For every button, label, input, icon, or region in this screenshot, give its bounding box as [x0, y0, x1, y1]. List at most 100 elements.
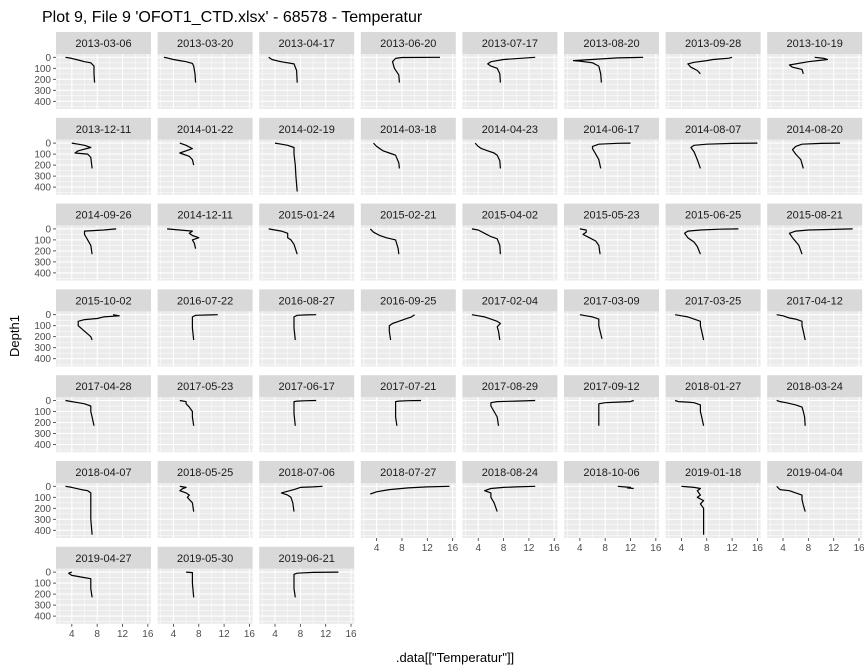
- facet-strip: [564, 117, 659, 140]
- panel-background: [564, 311, 659, 367]
- y-tick-label: 0: [45, 396, 51, 407]
- facet-strip-label: 2015-05-23: [583, 210, 639, 222]
- facet-panel: 2016-08-27: [259, 289, 355, 367]
- facet-strip: [462, 32, 558, 54]
- facet-panel: 2017-03-25: [665, 289, 761, 367]
- temperature-profile-line: [179, 399, 195, 426]
- facet-panel: 2019-01-18 4 8 12 16: [665, 461, 764, 554]
- y-tick-label: 200: [34, 590, 51, 601]
- facet-panel: 2017-07-21: [360, 375, 456, 453]
- temperature-profile-line: [591, 142, 631, 169]
- x-tick-label: 8: [704, 543, 710, 554]
- x-tick-label: 8: [501, 543, 507, 554]
- temperature-profile-line: [598, 399, 634, 426]
- facet-strip-label: 2014-01-22: [177, 124, 233, 136]
- facet-strip: [259, 203, 355, 226]
- facet-panel: 2014-08-07: [665, 117, 761, 195]
- facet-panel: 2013-06-20: [360, 32, 456, 109]
- temperature-profile-line: [791, 142, 841, 169]
- y-tick-label: 200: [34, 504, 51, 515]
- facet-panel: 2015-01-24: [259, 203, 355, 281]
- y-tick-label: 0: [45, 482, 51, 493]
- facet-strip-label: 2018-03-24: [787, 381, 843, 393]
- temperature-profile-line: [293, 571, 339, 598]
- temperature-profile-line: [484, 485, 536, 512]
- facet-strip: [157, 32, 253, 54]
- temperature-profile-line: [179, 485, 195, 512]
- facet-strip-label: 2017-09-12: [583, 381, 639, 393]
- x-tick-label: 4: [171, 629, 177, 640]
- temperature-profile-line: [474, 142, 501, 169]
- facet-panel: 2013-10-19: [767, 32, 863, 109]
- facet-strip-label: 2014-09-26: [75, 210, 131, 222]
- facet-strip: [259, 117, 355, 140]
- y-tick-label: 300: [34, 429, 51, 440]
- facet-strip-label: 2016-08-27: [279, 295, 335, 307]
- facet-strip: [564, 289, 659, 312]
- y-tick-label: 0: [45, 139, 51, 150]
- temperature-profile-line: [681, 485, 705, 535]
- facet-strip-label: 2019-05-30: [177, 553, 233, 565]
- facet-strip-label: 2018-04-07: [75, 467, 131, 479]
- facet-strip: [360, 375, 456, 398]
- y-tick-label: 100: [34, 150, 51, 161]
- facet-strip: [360, 289, 456, 312]
- y-tick-label: 300: [34, 257, 51, 268]
- x-tick-label: 4: [69, 629, 75, 640]
- y-tick-label: 0: [45, 310, 51, 321]
- facet-strip-label: 2014-02-19: [279, 124, 335, 136]
- panel-background: [56, 311, 151, 367]
- facet-panel: 2014-04-23: [462, 117, 558, 195]
- temperature-profile-line: [293, 399, 317, 426]
- facet-strip: [462, 289, 558, 312]
- temperature-profile-line: [471, 228, 501, 255]
- facet-strip-label: 2014-08-07: [685, 124, 741, 136]
- facet-strip-label: 2013-06-20: [380, 38, 436, 50]
- facet-strip-label: 2017-03-25: [685, 295, 741, 307]
- facet-strip-label: 2014-04-23: [482, 124, 538, 136]
- facet-strip-label: 2017-03-09: [583, 295, 639, 307]
- facet-strip-label: 2018-01-27: [685, 381, 741, 393]
- facet-strip-label: 2013-04-17: [279, 38, 335, 50]
- facet-strip: [564, 375, 659, 398]
- temperature-profile-line: [572, 56, 644, 83]
- facet-panel: 2018-01-27: [665, 375, 761, 453]
- x-tick-label: 12: [727, 543, 739, 554]
- facet-strip: [56, 289, 151, 312]
- facet-panel: 2015-04-02: [462, 203, 558, 281]
- y-tick-label: 400: [34, 97, 51, 108]
- temperature-profile-line: [167, 228, 200, 249]
- facet-panel: 2017-04-12: [767, 289, 863, 367]
- facet-strip: [564, 203, 659, 226]
- temperature-profile-line: [163, 56, 197, 83]
- facet-strip: [259, 546, 355, 569]
- facet-strip: [157, 289, 253, 312]
- x-tick-label: 8: [399, 543, 405, 554]
- facet-strip: [259, 461, 355, 483]
- y-tick-label: 400: [34, 526, 51, 537]
- x-tick-label: 16: [752, 543, 764, 554]
- temperature-profile-line: [77, 314, 120, 341]
- temperature-profile-line: [788, 228, 853, 255]
- facet-strip: [56, 32, 151, 54]
- y-tick-label: 100: [34, 493, 51, 504]
- facet-panel: 2014-06-17: [564, 117, 659, 195]
- facet-panel: 2014-02-19: [259, 117, 355, 195]
- facet-strip-label: 2018-08-24: [482, 467, 538, 479]
- temperature-profile-line: [65, 399, 95, 426]
- facet-strip-label: 2013-03-20: [177, 38, 233, 50]
- y-tick-label: 200: [34, 418, 51, 429]
- facet-strip-label: 2014-06-17: [583, 124, 639, 136]
- facet-strip: [56, 461, 151, 483]
- x-tick-label: 16: [142, 629, 154, 640]
- facet-strip: [56, 546, 151, 569]
- facet-panel: 2018-07-06: [259, 461, 355, 538]
- facet-strip: [157, 117, 253, 140]
- facet-strip-label: 2015-08-21: [787, 210, 843, 222]
